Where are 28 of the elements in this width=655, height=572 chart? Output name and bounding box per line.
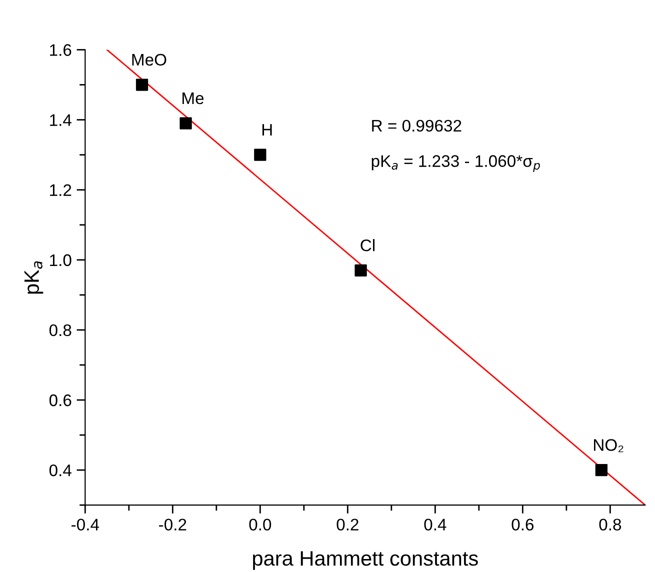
x-tick-label: -0.2: [159, 518, 186, 531]
annotation: R = 0.99632: [372, 120, 462, 132]
point: [595, 464, 608, 476]
y-tick-label: 1.6: [50, 44, 72, 56]
x-tick-label: -0.4: [72, 518, 100, 531]
data-label: Me: [182, 92, 204, 104]
y-tick-label: 1.2: [50, 184, 72, 196]
y-tick-label: 0.6: [49, 394, 72, 406]
x-tick-label: 0.4: [424, 518, 446, 531]
x-tick-label: 0.8: [599, 518, 622, 531]
data-label: MeO: [132, 54, 166, 66]
annotation: pK$_{a}$ = 1.233 - 1.060*σ$_{p}$: [372, 155, 540, 172]
y-tick-label: 0.8: [49, 324, 72, 336]
x-tick-label: 0.0: [249, 518, 272, 531]
data-label: H: [262, 124, 272, 136]
point: [136, 78, 148, 91]
x-axis-title: para Hammett constants: [253, 551, 478, 570]
y-tick-label: 1.4: [50, 114, 72, 126]
x-tick-label: 0.6: [512, 518, 534, 531]
data-label: NO₂: [594, 439, 624, 452]
y-tick-label: 0.4: [49, 464, 72, 476]
data-label: Cl: [360, 239, 374, 252]
point: [354, 264, 367, 276]
y-tick-label: 1.0: [50, 254, 72, 266]
point: [180, 117, 192, 130]
x-tick-label: 0.2: [336, 518, 358, 531]
y-axis-title: pK$_{a}$: [24, 261, 44, 294]
point: [254, 148, 266, 161]
